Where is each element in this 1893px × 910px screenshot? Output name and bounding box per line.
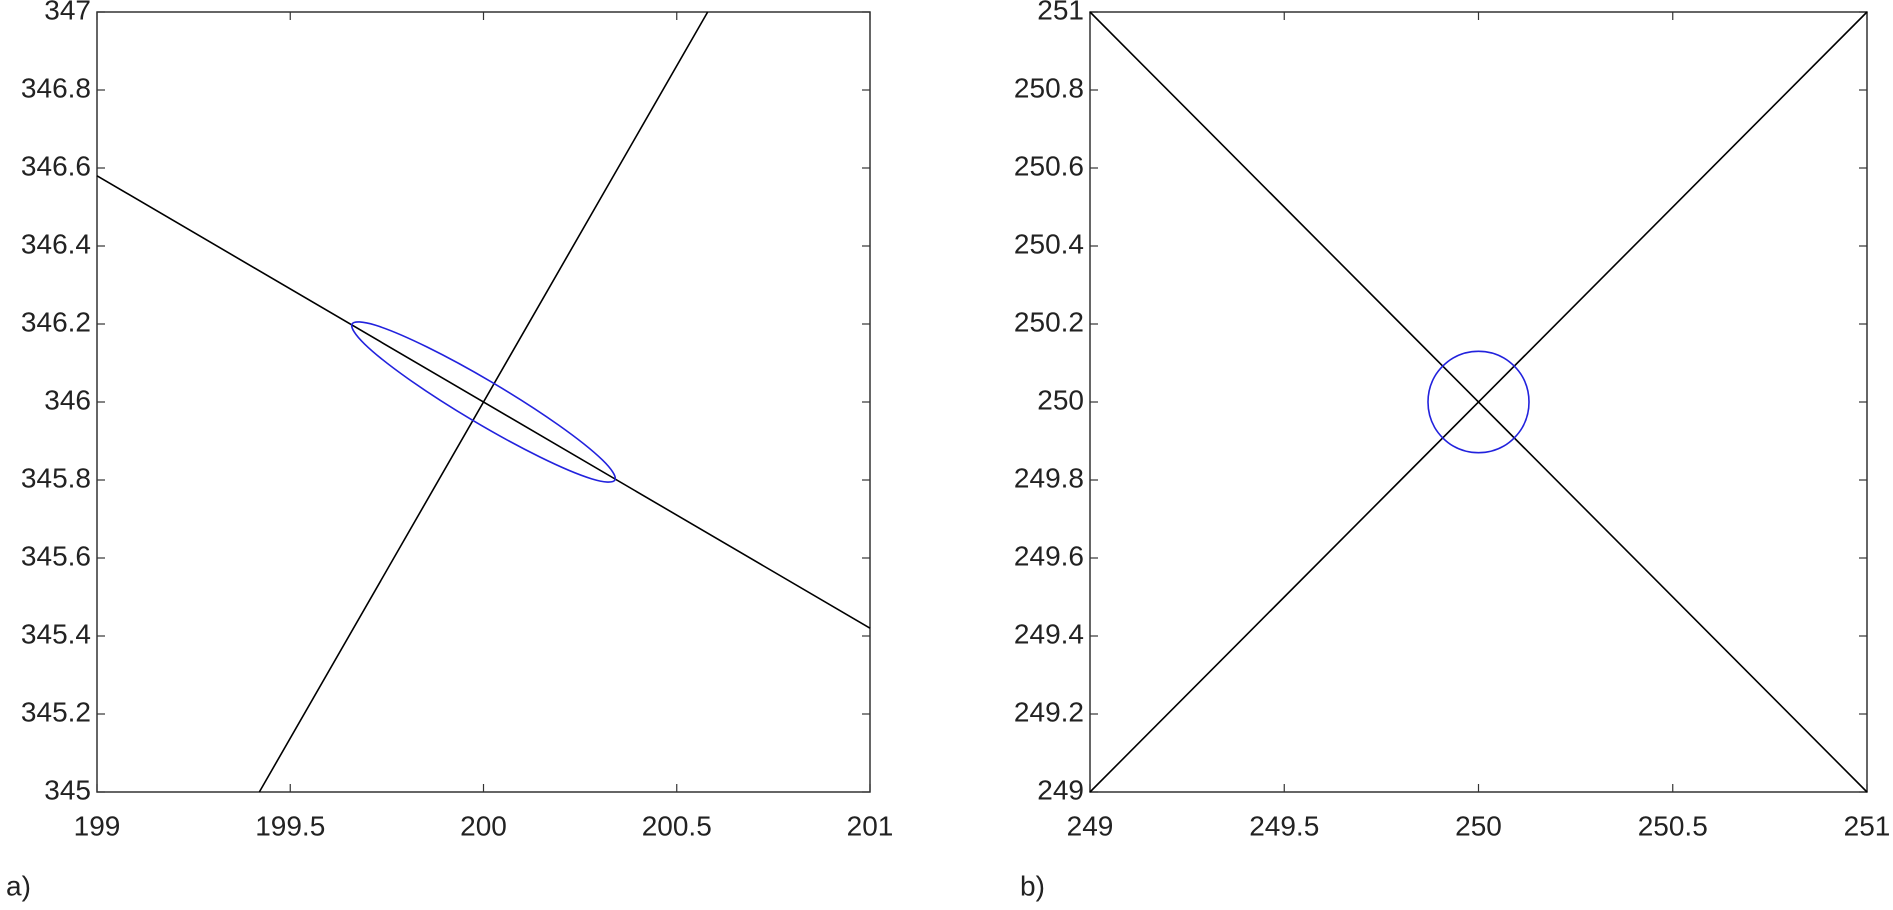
y-tick-label: 345.4 <box>21 618 91 649</box>
line <box>1089 11 1868 793</box>
y-tick-label: 345.8 <box>21 462 91 493</box>
panel-label: a) <box>6 870 31 901</box>
line <box>258 11 709 793</box>
y-tick-label: 346.4 <box>21 228 91 259</box>
y-tick-label: 346 <box>44 384 91 415</box>
y-tick-label: 250.2 <box>1014 306 1084 337</box>
y-tick-label: 346.2 <box>21 306 91 337</box>
x-tick-label: 199.5 <box>255 810 325 841</box>
y-tick-label: 345.2 <box>21 696 91 727</box>
panel-label: b) <box>1020 870 1045 901</box>
y-tick-label: 347 <box>44 0 91 25</box>
y-tick-label: 249.2 <box>1014 696 1084 727</box>
y-tick-label: 249.8 <box>1014 462 1084 493</box>
x-tick-label: 249.5 <box>1249 810 1319 841</box>
x-tick-label: 200 <box>460 810 507 841</box>
x-tick-label: 201 <box>847 810 894 841</box>
y-tick-label: 249.4 <box>1014 618 1084 649</box>
x-tick-label: 200.5 <box>642 810 712 841</box>
x-tick-label: 251 <box>1844 810 1891 841</box>
y-tick-label: 346.8 <box>21 72 91 103</box>
y-tick-label: 249 <box>1037 774 1084 805</box>
x-tick-label: 249 <box>1067 810 1114 841</box>
y-tick-label: 345 <box>44 774 91 805</box>
ellipse-curve <box>1427 350 1530 454</box>
y-tick-label: 346.6 <box>21 150 91 181</box>
y-tick-label: 250.8 <box>1014 72 1084 103</box>
y-tick-label: 250.6 <box>1014 150 1084 181</box>
x-tick-label: 250.5 <box>1638 810 1708 841</box>
y-tick-label: 250.4 <box>1014 228 1084 259</box>
y-tick-label: 345.6 <box>21 540 91 571</box>
y-tick-label: 250 <box>1037 384 1084 415</box>
x-tick-label: 199 <box>74 810 121 841</box>
ellipse-curve <box>350 321 617 483</box>
x-tick-label: 250 <box>1455 810 1502 841</box>
y-tick-label: 251 <box>1037 0 1084 25</box>
y-tick-label: 249.6 <box>1014 540 1084 571</box>
